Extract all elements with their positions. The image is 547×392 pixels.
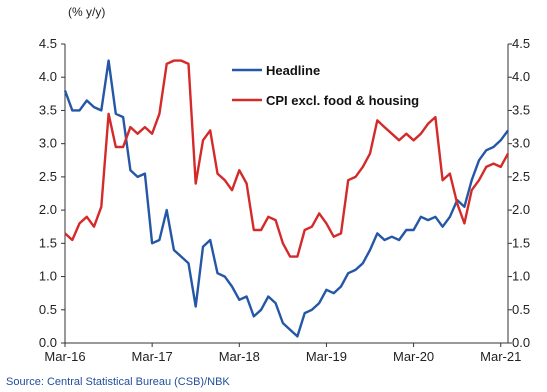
axes bbox=[64, 44, 509, 344]
x-tick-label: Mar-16 bbox=[44, 349, 85, 364]
y-tick-label-left: 0.0 bbox=[39, 335, 57, 350]
y-tick-label-right: 3.0 bbox=[512, 136, 530, 151]
y-axis-left: 0.0 0.5 1.0 1.5 2.0 2.5 3.0 3.5 4.0 4.5 bbox=[39, 36, 65, 350]
x-tick-label: Mar-21 bbox=[480, 349, 521, 364]
series-line-cpi-excl-food-housing bbox=[64, 59, 510, 258]
y-tick-label-left: 3.0 bbox=[39, 136, 57, 151]
y-tick-label-right: 1.5 bbox=[512, 235, 530, 250]
y-tick-label-right: 4.0 bbox=[512, 69, 530, 84]
x-axis: Mar-16 Mar-17 Mar-18 Mar-19 Mar-20 Mar-21 bbox=[44, 343, 521, 364]
legend: Headline CPI excl. food & housing bbox=[232, 63, 419, 108]
legend-label: CPI excl. food & housing bbox=[266, 93, 419, 108]
y-tick-label-right: 3.5 bbox=[512, 102, 530, 117]
y-tick-label-left: 0.5 bbox=[39, 302, 57, 317]
y-tick-label-right: 1.0 bbox=[512, 269, 530, 284]
y-tick-label-left: 4.0 bbox=[39, 69, 57, 84]
y-tick-label-left: 1.0 bbox=[39, 269, 57, 284]
y-tick-label-right: 4.5 bbox=[512, 36, 530, 51]
legend-label: Headline bbox=[266, 63, 320, 78]
y-tick-label-left: 3.5 bbox=[39, 102, 57, 117]
y-tick-label-right: 0.0 bbox=[512, 335, 530, 350]
unit-label: (% y/y) bbox=[68, 5, 105, 19]
y-tick-label-right: 0.5 bbox=[512, 302, 530, 317]
y-tick-label-left: 2.5 bbox=[39, 169, 57, 184]
y-tick-label-right: 2.5 bbox=[512, 169, 530, 184]
series-line-headline bbox=[63, 59, 509, 338]
series-layer bbox=[63, 59, 510, 338]
y-tick-label-left: 2.0 bbox=[39, 202, 57, 217]
y-tick-label-right: 2.0 bbox=[512, 202, 530, 217]
x-tick-label: Mar-19 bbox=[306, 349, 347, 364]
source-note: Source: Central Statistical Bureau (CSB)… bbox=[6, 376, 230, 388]
y-tick-label-left: 1.5 bbox=[39, 235, 57, 250]
y-axis-right: 0.0 0.5 1.0 1.5 2.0 2.5 3.0 3.5 4.0 4.5 bbox=[508, 36, 530, 350]
x-tick-label: Mar-18 bbox=[219, 349, 260, 364]
y-tick-label-left: 4.5 bbox=[39, 36, 57, 51]
x-tick-label: Mar-20 bbox=[393, 349, 434, 364]
x-tick-label: Mar-17 bbox=[132, 349, 173, 364]
